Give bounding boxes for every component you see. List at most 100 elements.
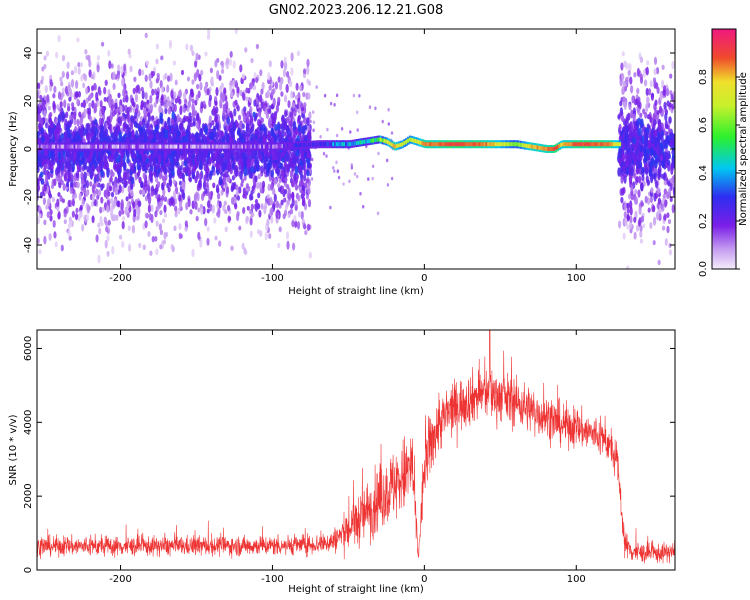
heatmap-ridge-cell (348, 142, 352, 147)
heatmap-band-cell (632, 129, 637, 139)
heatmap-noise-cell (271, 88, 275, 96)
heatmap-ridge-cell (179, 144, 182, 149)
heatmap-noise-cell (138, 242, 142, 248)
heatmap-ridge-cell (516, 142, 519, 147)
heatmap-noise-cell (103, 189, 107, 198)
heatmap-noise-cell (117, 116, 121, 125)
heatmap-noise-cell (272, 188, 276, 195)
heatmap-noise-cell (52, 220, 56, 228)
heatmap-noise-cell (298, 22, 301, 29)
heatmap-ridge-cell (212, 144, 215, 149)
heatmap-noise-cell (76, 181, 80, 189)
heatmap-noise-cell (135, 85, 139, 94)
heatmap-noise-cell (70, 178, 74, 188)
heatmap-ridge-cell (259, 144, 262, 149)
heatmap-band-cell (639, 145, 643, 153)
heatmap-noise-cell (289, 80, 293, 88)
heatmap-noise-cell (107, 89, 111, 96)
heatmap-noise-cell (293, 172, 297, 182)
heatmap-band-cell (233, 151, 238, 159)
heatmap-ridge-cell (224, 144, 228, 149)
heatmap-noise-cell (112, 82, 116, 91)
heatmap-noise-cell (280, 91, 284, 97)
heatmap-band-cell (85, 151, 90, 158)
heatmap-noise-cell (200, 101, 204, 109)
heatmap-noise-cell (135, 204, 139, 212)
heatmap-ridge-cell (401, 142, 405, 147)
heatmap-noise-cell (652, 239, 656, 246)
heatmap-noise-cell (621, 86, 625, 96)
heatmap-noise-cell (83, 108, 87, 118)
heatmap-ridge-cell (104, 144, 107, 149)
heatmap-band-cell (182, 167, 187, 173)
heatmap-noise-cell (628, 193, 632, 200)
heatmap-band-cell (67, 171, 71, 183)
heatmap-band-cell (155, 124, 159, 133)
heatmap-noise-cell (250, 158, 254, 168)
heatmap-noise-cell (147, 103, 151, 110)
heatmap-ridge-cell (226, 144, 230, 149)
heatmap-noise-cell (663, 179, 667, 186)
heatmap-noise-cell (312, 110, 315, 114)
heatmap-band-cell (278, 132, 283, 140)
heatmap-noise-cell (151, 115, 155, 121)
heatmap-noise-cell (368, 105, 372, 109)
heatmap-noise-cell (145, 60, 150, 66)
heatmap-noise-cell (72, 175, 76, 183)
heatmap-noise-cell (217, 207, 221, 215)
heatmap-band-cell (185, 115, 189, 122)
heatmap-noise-cell (108, 60, 112, 70)
heatmap-noise-cell (214, 59, 218, 68)
heatmap-noise-cell (155, 220, 159, 227)
heatmap-noise-cell (638, 207, 642, 215)
heatmap-noise-cell (183, 91, 187, 100)
heatmap-noise-cell (668, 249, 673, 256)
heatmap-band-cell (653, 129, 658, 137)
heatmap-band-cell (625, 158, 629, 169)
heatmap-noise-cell (89, 115, 93, 123)
heatmap-noise-cell (70, 70, 74, 76)
heatmap-noise-cell (186, 76, 191, 82)
heatmap-noise-cell (120, 65, 124, 75)
heatmap-noise-cell (672, 185, 675, 195)
heatmap-noise-cell (647, 207, 651, 213)
heatmap-noise-cell (73, 192, 78, 199)
heatmap-ridge-cell (292, 143, 295, 148)
heatmap-ridge-cell (246, 144, 250, 149)
heatmap-noise-cell (637, 189, 641, 198)
heatmap-noise-cell (89, 181, 93, 187)
heatmap-noise-cell (167, 186, 171, 193)
heatmap-ridge-cell (469, 142, 472, 147)
heatmap-noise-cell (148, 212, 152, 221)
heatmap-noise-cell (189, 44, 194, 52)
heatmap-ridge-cell (571, 142, 574, 147)
heatmap-band-cell (209, 170, 214, 177)
heatmap-noise-cell (44, 85, 48, 94)
heatmap-noise-cell (118, 184, 122, 194)
heatmap-noise-cell (221, 94, 225, 101)
heatmap-band-cell (254, 158, 259, 167)
heatmap-band-cell (136, 162, 141, 171)
heatmap-band-cell (192, 165, 196, 174)
heatmap-noise-cell (66, 71, 70, 80)
heatmap-band-cell (633, 143, 637, 153)
heatmap-ridge-cell (268, 144, 272, 149)
heatmap-noise-cell (312, 128, 315, 133)
heatmap-noise-cell (203, 104, 207, 110)
heatmap-noise-cell (231, 182, 235, 192)
heatmap-noise-cell (246, 110, 250, 119)
heatmap-noise-cell (61, 70, 65, 79)
heatmap-band-cell (247, 149, 252, 156)
heatmap-noise-cell (650, 93, 655, 101)
heatmap-noise-cell (170, 89, 174, 99)
heatmap-noise-cell (251, 211, 255, 218)
heatmap-noise-cell (198, 172, 203, 181)
heatmap-noise-cell (161, 218, 166, 224)
heatmap-noise-cell (181, 181, 185, 190)
heatmap-noise-cell (626, 214, 631, 221)
heatmap-noise-cell (381, 119, 384, 124)
heatmap-ridge-cell (201, 144, 204, 149)
heatmap-band-cell (170, 127, 174, 135)
heatmap-ridge-cell (346, 142, 350, 147)
heatmap-noise-cell (275, 210, 279, 219)
